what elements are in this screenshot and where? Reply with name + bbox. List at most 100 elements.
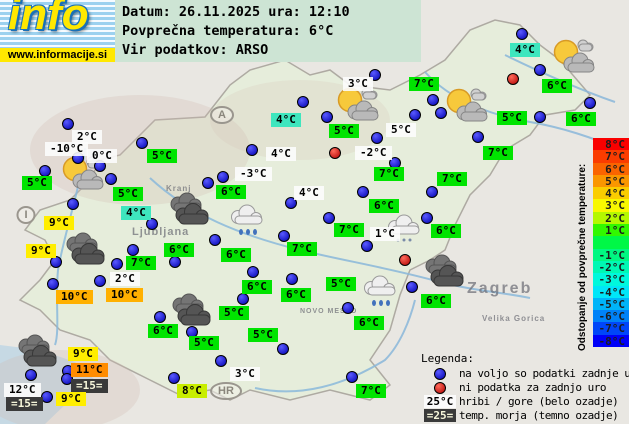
station-dot-blue <box>584 97 596 109</box>
temp-label: 6°C <box>354 316 384 330</box>
white-label-sample: 25°C <box>423 394 457 408</box>
temp-label: 9°C <box>68 347 98 361</box>
scale-band <box>593 236 629 249</box>
temp-label: 7°C <box>356 384 386 398</box>
station-dot-blue <box>426 186 438 198</box>
temp-label: 7°C <box>287 242 317 256</box>
map-city-label: NOVO MESTO <box>300 308 358 315</box>
temp-label: 5°C <box>219 306 249 320</box>
station-dot-blue <box>278 230 290 242</box>
station-dot-blue <box>215 355 227 367</box>
scale-band: 6°C <box>593 162 629 176</box>
map-city-label: Ljubljana <box>132 226 190 238</box>
temp-label: 6°C <box>421 294 451 308</box>
legend-item-label: ni podatka za zadnjo uro <box>459 381 606 395</box>
station-dot-blue <box>127 244 139 256</box>
scale-band: -6°C <box>593 310 629 323</box>
dark-cloud-icon <box>420 254 468 288</box>
station-dot-blue <box>217 171 229 183</box>
sun-cloud-icon <box>547 36 595 74</box>
scale-band: 5°C <box>593 174 629 188</box>
temp-label: 5°C <box>326 277 356 291</box>
temp-label: 0°C <box>87 149 117 163</box>
temp-label: 6°C <box>542 79 572 93</box>
station-dot-blue <box>346 371 358 383</box>
legend-item: ni podatka za zadnjo uro <box>421 381 629 395</box>
temp-label: 3°C <box>230 367 260 381</box>
temp-label: 7°C <box>334 223 364 237</box>
legend-marker <box>421 381 459 394</box>
scale-band: -5°C <box>593 297 629 311</box>
temp-label: 4°C <box>121 206 151 220</box>
temp-label: 2°C <box>72 130 102 144</box>
temp-label: 5°C <box>113 187 143 201</box>
station-dot-red <box>329 147 341 159</box>
scale-band: -7°C <box>593 322 629 335</box>
country-marker-hr: HR <box>210 382 242 400</box>
station-dot-blue <box>209 234 221 246</box>
info-logo[interactable]: info www.informacije.si <box>0 0 115 62</box>
temp-label: 4°C <box>271 113 301 127</box>
temp-label: 7°C <box>483 146 513 160</box>
temp-label: 6°C <box>148 324 178 338</box>
station-dot-blue <box>435 107 447 119</box>
map-city-label: Velika Gorica <box>482 314 546 323</box>
scale-band: 1°C <box>593 224 629 237</box>
temp-label: 5°C <box>248 328 278 342</box>
sun-cloud-icon <box>331 84 379 122</box>
station-dot-blue <box>111 258 123 270</box>
temp-label: -3°C <box>235 167 272 181</box>
temp-label: -10°C <box>45 142 89 156</box>
temp-label: 10°C <box>56 290 93 304</box>
temp-label: 10°C <box>106 288 143 302</box>
temp-label: 1°C <box>370 227 400 241</box>
station-dot-blue <box>50 256 62 268</box>
station-dot-blue <box>246 144 258 156</box>
temp-label: 4°C <box>266 147 296 161</box>
scale-band: -8°C <box>593 334 629 348</box>
temp-label: 6°C <box>164 243 194 257</box>
legend-marker <box>421 367 459 380</box>
header-box: Datum: 26.11.2025 ura: 12:10 Povprečna t… <box>115 0 421 62</box>
station-dot-blue <box>277 343 289 355</box>
legend-item: 25°C hribi / gore (belo ozadje) <box>421 394 629 409</box>
info-logo-text: info <box>8 0 89 39</box>
temp-label: -2°C <box>355 146 392 160</box>
station-dot-blue <box>94 275 106 287</box>
scale-band: 2°C <box>593 211 629 225</box>
temp-label: 9°C <box>44 216 74 230</box>
station-dot-blue <box>146 218 158 230</box>
station-dot-blue <box>169 256 181 268</box>
temp-label: =15= <box>6 397 43 411</box>
temp-label: 6°C <box>369 199 399 213</box>
station-dot-blue <box>25 369 37 381</box>
temp-label: 8°C <box>177 384 207 398</box>
temp-label: 6°C <box>242 280 272 294</box>
temp-label: 11°C <box>71 363 108 377</box>
station-dot-blue <box>357 186 369 198</box>
country-marker-i: I <box>16 206 36 224</box>
temp-label: 5°C <box>147 149 177 163</box>
dark-cloud-icon <box>61 232 109 266</box>
logo-site-url[interactable]: www.informacije.si <box>0 48 115 62</box>
station-dot-blue <box>321 111 333 123</box>
temp-label: 5°C <box>22 176 52 190</box>
header-avg-temp-line: Povprečna temperatura: 6°C <box>122 23 334 39</box>
station-dot-blue <box>168 372 180 384</box>
station-dot-blue <box>534 64 546 76</box>
temp-label: 6°C <box>431 224 461 238</box>
station-dot-blue <box>406 281 418 293</box>
station-dot-red <box>507 73 519 85</box>
legend-marker: 25°C <box>421 394 459 408</box>
station-dot-blue <box>286 273 298 285</box>
station-dot-blue <box>534 111 546 123</box>
scale-band: 7°C <box>593 150 629 163</box>
map-city-label: Kranj <box>166 184 192 193</box>
red-dot-icon <box>434 381 446 394</box>
legend-item: =25= temp. morja (temno ozadje) <box>421 408 629 422</box>
station-dot-blue <box>323 212 335 224</box>
station-dot-blue <box>297 96 309 108</box>
station-dot-blue <box>285 197 297 209</box>
scale-title: Odstopanje od povprečne temperature: <box>577 163 588 351</box>
station-dot-blue <box>342 302 354 314</box>
